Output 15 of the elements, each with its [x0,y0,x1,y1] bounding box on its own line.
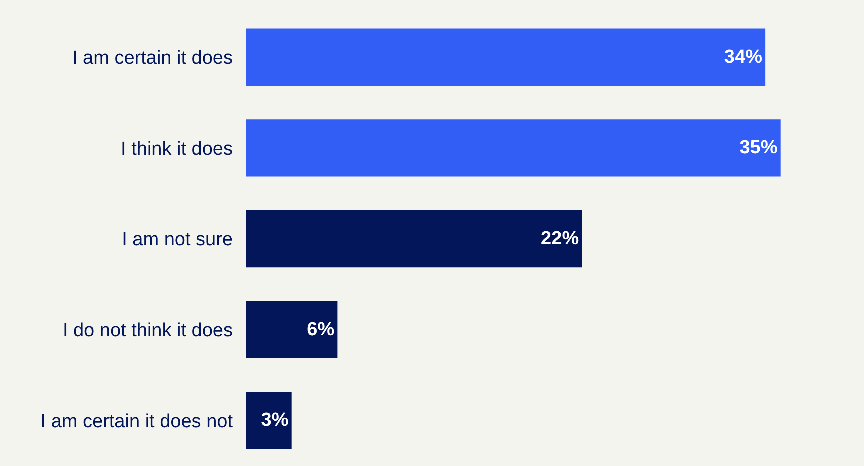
data-label: 6% [307,319,335,340]
data-label: 3% [261,410,289,432]
bar [246,392,292,450]
y-tick-label: I am certain it does not [40,411,234,432]
y-tick-label: I think it does [121,138,233,160]
y-tick-label: I am not sure [122,230,233,251]
y-tick-label: I do not think it does [62,320,233,342]
bar [246,120,781,177]
bar [246,301,338,358]
data-label: 22% [541,228,580,250]
data-label: 35% [740,138,778,159]
y-tick-label: I am certain it does [72,48,233,70]
bar [246,28,766,86]
data-label: 34% [724,46,763,68]
bar [246,210,582,268]
